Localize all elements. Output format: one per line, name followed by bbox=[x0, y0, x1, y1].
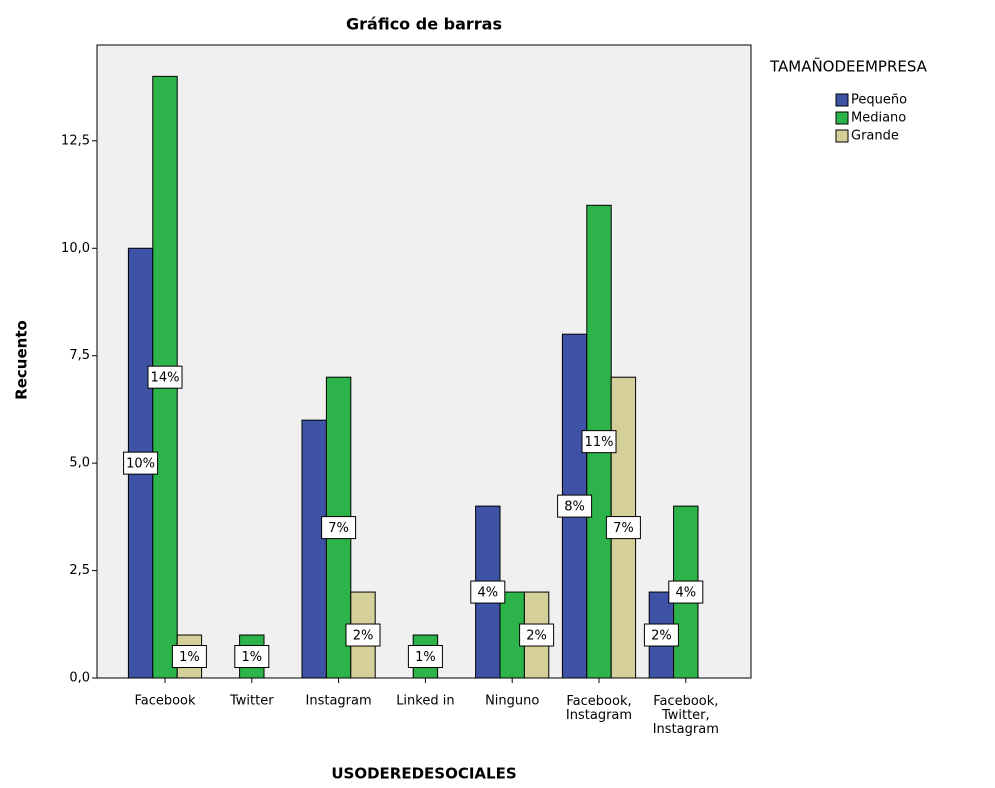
y-tick-label: 7,5 bbox=[69, 348, 90, 363]
x-axis-label: USODEREDESOCIALES bbox=[331, 765, 516, 783]
y-tick-label: 12,5 bbox=[61, 133, 90, 148]
legend-label: Grande bbox=[851, 129, 899, 144]
legend-swatch bbox=[835, 129, 849, 143]
value-label: 1% bbox=[415, 650, 436, 665]
value-label-box bbox=[147, 365, 183, 389]
y-axis-label: Recuento bbox=[13, 320, 31, 400]
value-label-box bbox=[470, 580, 506, 604]
x-tick-label: Ninguno bbox=[485, 694, 539, 709]
legend-swatch bbox=[835, 93, 849, 107]
value-label: 11% bbox=[585, 435, 614, 450]
legend-title: TAMAÑODEEMPRESA bbox=[769, 57, 928, 76]
y-tick-label: 5,0 bbox=[69, 456, 90, 471]
y-tick-label: 2,5 bbox=[69, 563, 90, 578]
legend-swatch bbox=[835, 111, 849, 125]
value-label: 8% bbox=[564, 500, 585, 515]
y-tick-label: 10,0 bbox=[61, 241, 90, 256]
value-label: 4% bbox=[675, 586, 696, 601]
value-label-box bbox=[234, 645, 270, 669]
value-label: 2% bbox=[651, 629, 672, 644]
value-label: 1% bbox=[241, 650, 262, 665]
plot-area bbox=[96, 44, 752, 679]
value-label: 2% bbox=[353, 629, 374, 644]
value-label-box bbox=[668, 580, 704, 604]
value-label-box bbox=[605, 516, 641, 540]
value-label: 1% bbox=[179, 650, 200, 665]
x-tick-label: Facebook, Instagram bbox=[566, 694, 632, 723]
value-label: 7% bbox=[613, 521, 634, 536]
value-label: 4% bbox=[477, 586, 498, 601]
x-tick-label: Instagram bbox=[306, 694, 372, 709]
value-label-box bbox=[345, 623, 381, 647]
value-label: 14% bbox=[151, 371, 180, 386]
value-label-box bbox=[557, 494, 593, 518]
value-label: 2% bbox=[526, 629, 547, 644]
legend-label: Mediano bbox=[851, 111, 906, 126]
chart-title: Gráfico de barras bbox=[346, 15, 502, 34]
value-label-box bbox=[123, 451, 159, 475]
bar bbox=[301, 419, 327, 679]
value-label-box bbox=[519, 623, 555, 647]
value-label: 10% bbox=[126, 457, 155, 472]
value-label-box bbox=[643, 623, 679, 647]
x-tick-label: Facebook bbox=[134, 694, 196, 709]
value-label-box bbox=[321, 516, 357, 540]
value-label-box bbox=[171, 645, 207, 669]
y-tick-label: 0,0 bbox=[69, 671, 90, 686]
value-label-box bbox=[581, 430, 617, 454]
x-tick-label: Linked in bbox=[396, 694, 454, 709]
legend-label: Pequeño bbox=[851, 93, 907, 108]
value-label: 7% bbox=[328, 521, 349, 536]
value-label-box bbox=[407, 645, 443, 669]
x-tick-label: Twitter bbox=[229, 694, 274, 709]
x-tick-label: Facebook, Twitter, Instagram bbox=[653, 694, 719, 737]
